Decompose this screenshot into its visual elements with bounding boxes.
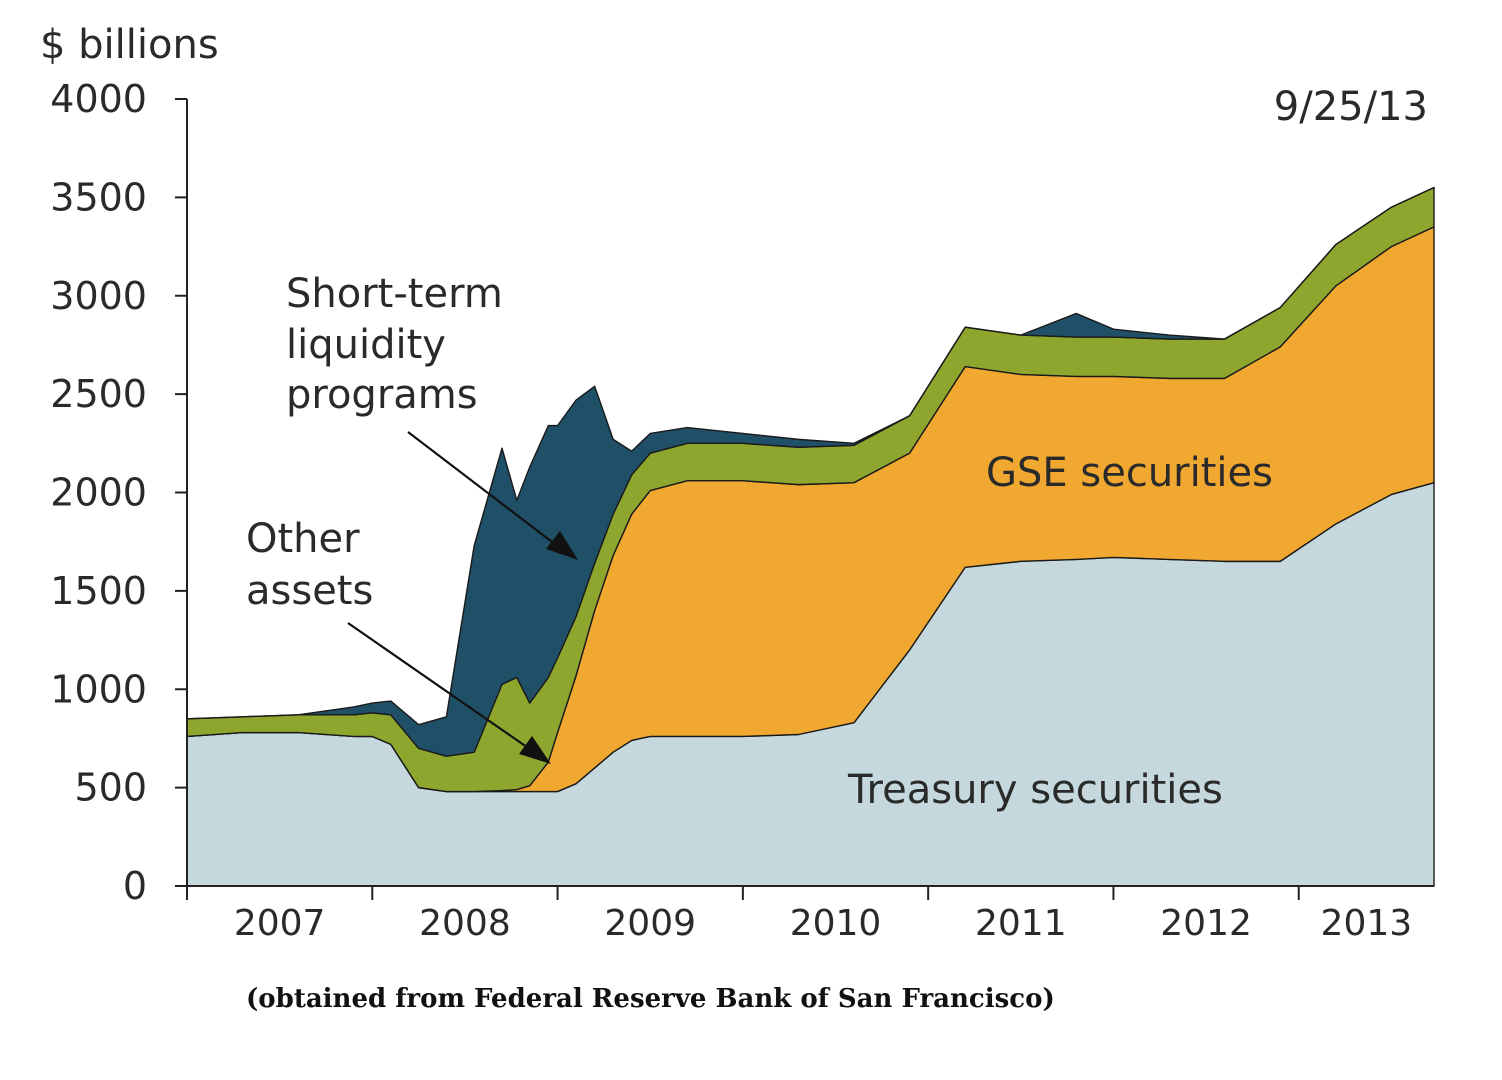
- y-tick-label: 3000: [50, 274, 147, 318]
- other-assets-arrow-head: [519, 736, 551, 764]
- short-term-arrow-head: [546, 531, 578, 560]
- other-assets-arrow-line: [347, 622, 535, 753]
- y-tick-label: 2000: [50, 471, 147, 515]
- y-tick-label: 3500: [50, 175, 147, 219]
- x-tick-label: 2010: [790, 903, 882, 944]
- x-tick-label: 2009: [604, 903, 696, 944]
- y-tick-label: 4000: [50, 77, 147, 121]
- short-term-label-line-3: programs: [286, 372, 478, 418]
- y-tick-label: 500: [74, 766, 147, 810]
- x-tick-label: 2007: [234, 903, 326, 944]
- other-assets-label-line-2: assets: [246, 568, 373, 614]
- other-assets-label-line-1: Other: [246, 516, 360, 562]
- other-assets-annotation: Other assets: [246, 516, 551, 764]
- y-tick-label: 2500: [50, 372, 147, 416]
- x-tick-label: 2008: [419, 903, 511, 944]
- y-tick-label: 1000: [50, 667, 147, 711]
- x-tick-label: 2011: [975, 903, 1067, 944]
- x-tick-label: 2012: [1160, 903, 1252, 944]
- source-note: (obtained from Federal Reserve Bank of S…: [246, 984, 1055, 1014]
- treasury-securities-label: Treasury securities: [847, 767, 1223, 813]
- x-tick-label: 2013: [1321, 903, 1413, 944]
- y-axis-label: $ billions: [40, 22, 219, 68]
- short-term-arrow-line: [407, 431, 561, 549]
- gse-securities-label: GSE securities: [986, 450, 1273, 496]
- y-ticks: 0 500 1000 1500 2000 2500 3000 3500 4000: [50, 77, 187, 908]
- short-term-label-line-1: Short-term: [286, 271, 503, 317]
- y-tick-label: 1500: [50, 569, 147, 613]
- x-ticks: 2007 2008 2009 2010 2011 2012 2013: [186, 886, 1413, 944]
- area-short-term-liquidity-programs: [186, 186, 1435, 757]
- y-tick-label: 0: [123, 864, 147, 908]
- date-annotation: 9/25/13: [1274, 84, 1428, 130]
- short-term-liquidity-annotation: Short-term liquidity programs: [286, 271, 578, 560]
- short-term-label-line-2: liquidity: [286, 322, 446, 368]
